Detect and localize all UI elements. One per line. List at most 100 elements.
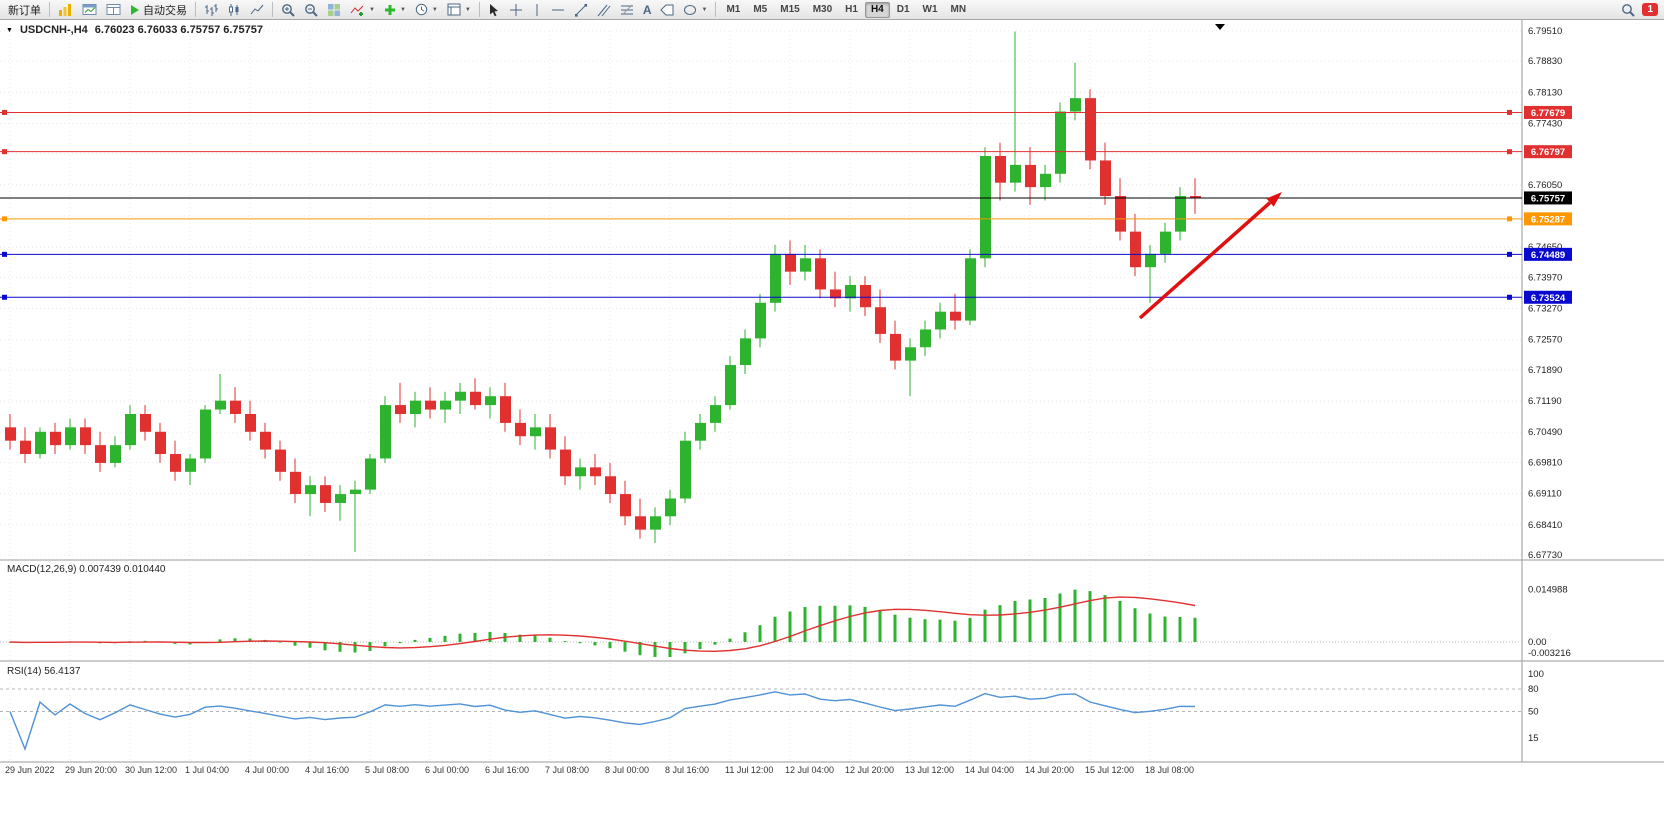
profiles-button[interactable] [78, 1, 101, 19]
timeframe-button-m5[interactable]: M5 [753, 4, 768, 15]
label-button[interactable] [656, 1, 678, 19]
timeframe-button-m1[interactable]: M1 [726, 4, 741, 15]
line-handle[interactable] [2, 149, 7, 155]
chart-canvas[interactable]: 29 Jun 2022 29 Jun 20:00 30 Jun 12:00 1 Jul… [0, 20, 1664, 782]
candlestick [200, 405, 211, 463]
timeframe-button-m30[interactable]: M30 [812, 4, 833, 15]
macd-histogram-bar [608, 642, 612, 649]
candlestick [1145, 244, 1156, 303]
macd-histogram-bar [533, 635, 537, 642]
zoom-out-button[interactable] [300, 1, 322, 19]
candlestick [935, 302, 946, 339]
resistance-line[interactable]: 6.77679 [0, 105, 1572, 119]
level-line[interactable]: 6.75287 [0, 212, 1572, 226]
crosshair-button[interactable] [505, 1, 527, 19]
macd-histogram-bar [1148, 613, 1152, 642]
timeframe-button-h1[interactable]: H1 [845, 4, 858, 15]
macd-histogram-bar [1163, 616, 1167, 642]
candlestick [245, 400, 256, 441]
candlestick [5, 413, 16, 450]
time-axis-label: 12 Jul 04:00 [785, 765, 834, 775]
candlestick [590, 454, 601, 486]
line-handle[interactable] [1507, 251, 1512, 257]
price-axis-label: 6.72570 [1528, 335, 1562, 346]
time-axis-label: 30 Jun 12:00 [125, 765, 177, 775]
tile-windows-button[interactable] [323, 1, 345, 19]
candlestick [95, 431, 106, 472]
candlestick-chart-button[interactable] [223, 1, 245, 19]
auto-trading-button[interactable]: 自动交易 [126, 1, 191, 19]
candlestick [500, 382, 511, 432]
timeframe-button-w1[interactable]: W1 [922, 4, 938, 15]
candlestick [215, 373, 226, 414]
candlestick-chart-icon [229, 3, 239, 16]
chevron-down-icon: ▼ [431, 6, 438, 13]
timeframe-button-mn[interactable]: MN [950, 4, 967, 15]
rsi-axis-label: 15 [1528, 733, 1539, 744]
timeframe-button-h4[interactable]: H4 [864, 1, 890, 18]
candlestick [305, 476, 316, 517]
fibonacci-button[interactable] [616, 1, 638, 19]
timeframe-button-d1[interactable]: D1 [896, 4, 910, 15]
candlestick [185, 454, 196, 486]
trendline-button[interactable] [570, 1, 592, 19]
templates-button[interactable]: ▼ [443, 1, 475, 19]
candlestick [395, 382, 406, 423]
candlestick [965, 249, 976, 326]
shapes-button[interactable]: ▼ [679, 1, 711, 19]
macd-histogram-bar [923, 619, 927, 642]
candlestick [320, 476, 331, 512]
macd-histogram-bar [953, 620, 957, 642]
macd-axis-label: 0.00 [1528, 637, 1547, 648]
macd-histogram-bar [578, 642, 582, 644]
macd-histogram-bar [968, 617, 972, 642]
macd-histogram-bar [338, 642, 342, 652]
candlestick [1175, 187, 1186, 241]
line-handle[interactable] [2, 251, 7, 257]
candlestick [170, 440, 181, 481]
chevron-down-icon: ▼ [399, 6, 406, 13]
macd-histogram-bar [638, 642, 642, 656]
line-handle[interactable] [1507, 149, 1512, 155]
candlestick [860, 276, 871, 317]
macd-histogram-bar [998, 605, 1002, 642]
zoom-in-button[interactable] [277, 1, 299, 19]
indicators-button[interactable]: ▼ [346, 1, 379, 19]
candlestick [1025, 147, 1036, 205]
search-button[interactable] [1617, 1, 1639, 19]
macd-histogram-bar [473, 632, 477, 642]
vertical-line-button[interactable] [528, 1, 546, 19]
new-chart-button[interactable] [54, 1, 77, 19]
timeframe-button-m15[interactable]: M15 [780, 4, 800, 15]
data-window-button[interactable] [102, 1, 125, 19]
chart-shift-marker[interactable] [1215, 24, 1225, 30]
price-tag [1524, 145, 1572, 159]
templates-icon [447, 3, 461, 16]
line-handle[interactable] [1507, 294, 1512, 300]
periods-button[interactable]: ▼ [411, 1, 442, 19]
add-indicator-button[interactable]: ▼ [380, 1, 410, 19]
line-handle[interactable] [1507, 216, 1512, 222]
macd-histogram-bar [398, 642, 402, 644]
line-chart-button[interactable] [246, 1, 268, 19]
bar-chart-button[interactable] [200, 1, 222, 19]
text-button[interactable]: A [639, 1, 656, 19]
line-handle[interactable] [1507, 109, 1512, 115]
candlestick [800, 244, 811, 281]
support-line[interactable]: 6.73524 [0, 290, 1572, 304]
notification-badge[interactable]: 1 [1642, 3, 1658, 16]
macd-histogram-bar [293, 642, 297, 646]
trend-arrow[interactable] [1138, 192, 1282, 320]
new-order-button[interactable]: 新订单 [4, 1, 45, 19]
line-handle[interactable] [2, 216, 7, 222]
chart-menu-triangle-icon[interactable]: ▼ [6, 26, 13, 34]
support-line[interactable]: 6.74489 [0, 247, 1572, 261]
price-tag-label: 6.76797 [1531, 147, 1565, 158]
channel-button[interactable] [593, 1, 615, 19]
cursor-button[interactable] [484, 1, 504, 19]
bid-line[interactable]: 6.75757 [0, 191, 1572, 205]
resistance-line[interactable]: 6.76797 [0, 145, 1572, 159]
line-handle[interactable] [2, 109, 7, 115]
line-handle[interactable] [2, 294, 7, 300]
horizontal-line-button[interactable] [547, 1, 569, 19]
